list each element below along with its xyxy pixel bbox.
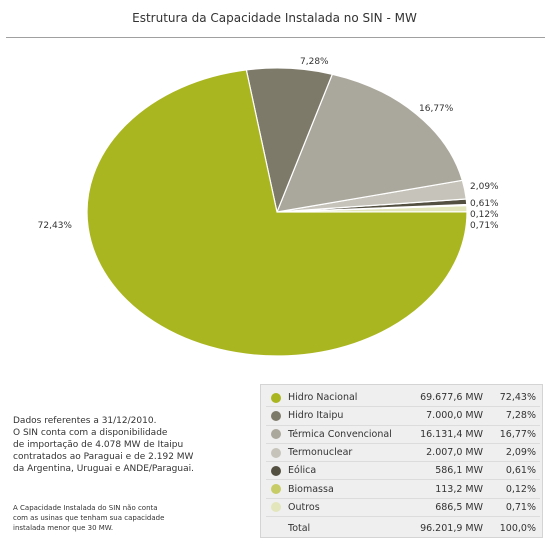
legend-capacity: 686,5 MW bbox=[396, 498, 483, 518]
legend-row: Eólica 586,1 MW 0,61% bbox=[266, 461, 540, 481]
pie-chart: 72,43% 7,28% 16,77% 2,09% 0,61%0,12%0,71% bbox=[38, 57, 499, 357]
legend-swatch bbox=[271, 484, 281, 495]
note-line-2: O SIN conta com a disponibilidade bbox=[13, 428, 168, 438]
total-percent: 100,0% bbox=[483, 516, 540, 540]
legend-source-name: Outros bbox=[288, 498, 396, 518]
legend-swatch bbox=[271, 447, 281, 458]
pie-slice-termica-convencional bbox=[276, 73, 464, 213]
legend-swatch bbox=[271, 392, 281, 403]
legend-capacity: 7.000,0 MW bbox=[396, 406, 483, 426]
pie-label-4: 2,09% bbox=[470, 182, 499, 192]
small-note-line-2: com as usinas que tenham sua capacidade bbox=[13, 514, 165, 522]
legend-capacity: 586,1 MW bbox=[396, 461, 483, 481]
note-line-3: de importação de 4.078 MW de Itaipu bbox=[13, 440, 184, 450]
legend-row: Biomassa 113,2 MW 0,12% bbox=[266, 479, 540, 499]
legend-percent: 7,28% bbox=[483, 406, 540, 426]
legend-source-name: Termonuclear bbox=[288, 443, 396, 463]
legend-swatch bbox=[271, 465, 281, 476]
legend-percent: 16,77% bbox=[483, 425, 540, 444]
title-divider bbox=[6, 37, 545, 38]
legend-percent: 2,09% bbox=[483, 443, 540, 463]
note-line-1: Dados referentes a 31/12/2010. bbox=[13, 416, 157, 426]
legend-percent: 72,43% bbox=[483, 389, 540, 408]
legend-total-row: Total 96.201,9 MW 100,0% bbox=[266, 516, 540, 540]
legend-swatch bbox=[271, 429, 281, 440]
note-line-5: da Argentina, Uruguai e ANDE/Paraguai. bbox=[13, 464, 194, 474]
legend-row: Hidro Itaipu 7.000,0 MW 7,28% bbox=[266, 406, 540, 426]
legend-source-name: Eólica bbox=[288, 461, 396, 481]
total-mw: 96.201,9 MW bbox=[396, 516, 483, 540]
legend-swatch bbox=[271, 410, 281, 421]
small-note-line-1: A Capacidade Instalada do SIN não conta bbox=[13, 504, 158, 512]
legend-source-name: Hidro Itaipu bbox=[288, 406, 396, 426]
legend-percent: 0,61% bbox=[483, 461, 540, 481]
legend-capacity: 16.131,4 MW bbox=[396, 425, 483, 444]
legend-percent: 0,71% bbox=[483, 498, 540, 518]
legend-row: Hidro Nacional 69.677,6 MW 72,43% bbox=[266, 389, 540, 408]
pie-label-6: 0,12% bbox=[470, 210, 499, 220]
note-line-4: contratados ao Paraguai e de 2.192 MW bbox=[13, 452, 194, 462]
legend-table: Hidro Nacional 69.677,6 MW 72,43% Hidro Ita… bbox=[260, 384, 543, 540]
pie-label-2: 7,28% bbox=[300, 57, 329, 67]
legend-row: Térmica Convencional 16.131,4 MW 16,77% bbox=[266, 425, 540, 444]
legend-percent: 0,12% bbox=[483, 479, 540, 499]
pie-label-1: 72,43% bbox=[38, 221, 73, 231]
capacity-note: A Capacidade Instalada do SIN não conta … bbox=[13, 503, 233, 533]
pie-label-7: 0,71% bbox=[470, 221, 499, 231]
legend-source-name: Biomassa bbox=[288, 479, 396, 499]
legend-capacity: 69.677,6 MW bbox=[396, 389, 483, 408]
legend-row: Termonuclear 2.007,0 MW 2,09% bbox=[266, 443, 540, 463]
legend-source-name: Hidro Nacional bbox=[288, 389, 396, 408]
pie-slice-hidro-nacional bbox=[86, 69, 468, 357]
legend-capacity: 2.007,0 MW bbox=[396, 443, 483, 463]
small-note-line-3: instalada menor que 30 MW. bbox=[13, 524, 114, 532]
data-note: Dados referentes a 31/12/2010. O SIN con… bbox=[13, 415, 233, 475]
legend-swatch bbox=[271, 502, 281, 513]
total-label: Total bbox=[288, 516, 396, 540]
pie-label-5: 0,61% bbox=[470, 199, 499, 209]
chart-title: Estrutura da Capacidade Instalada no SIN… bbox=[132, 11, 417, 25]
legend-source-name: Térmica Convencional bbox=[288, 425, 396, 444]
pie-label-3: 16,77% bbox=[419, 104, 454, 114]
legend-capacity: 113,2 MW bbox=[396, 479, 483, 499]
legend-row: Outros 686,5 MW 0,71% bbox=[266, 498, 540, 518]
